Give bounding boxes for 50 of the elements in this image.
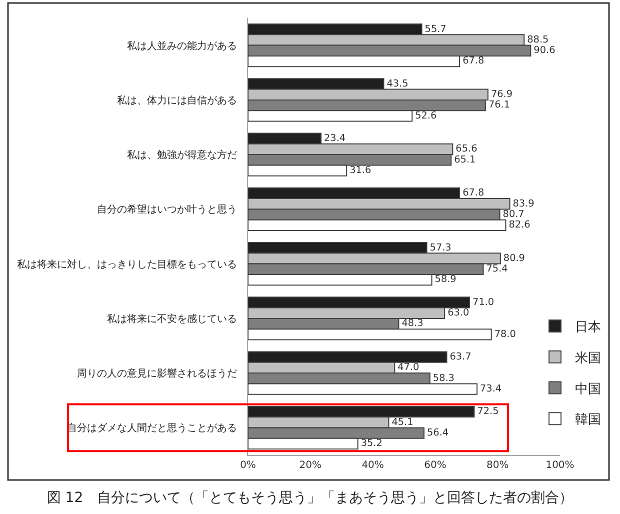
data-label: 83.9	[512, 198, 534, 210]
legend-label: 日本	[575, 320, 601, 336]
data-label: 72.5	[477, 406, 499, 418]
data-label: 75.4	[486, 264, 508, 275]
data-label: 63.7	[450, 352, 472, 363]
y-tick-label: 自分の希望はいつか叶うと思う	[97, 204, 237, 216]
data-label: 65.6	[456, 144, 478, 155]
y-tick-label: 私は将来に対し、はっきりした目標をもっている	[17, 258, 237, 270]
data-label: 71.0	[472, 296, 494, 308]
x-tick-label: 80%	[486, 460, 509, 471]
y-tick-label: 私は、勉強が得意な方だ	[127, 149, 237, 162]
text: 図 12 自分について（「とてもそう思う」「まあそう思う」と回答した者の割合）	[46, 490, 574, 506]
data-label: 78.0	[494, 328, 516, 340]
data-label: 47.0	[398, 362, 420, 374]
x-tick-label: 20%	[299, 460, 322, 471]
data-label: 31.6	[350, 164, 372, 176]
y-tick-label: 私は人並みの能力がある	[127, 40, 237, 52]
data-label: 45.1	[392, 416, 414, 428]
data-label: 80.9	[503, 252, 525, 264]
data-label: 80.7	[502, 208, 524, 220]
data-label: 56.4	[426, 427, 449, 438]
legend-label: 韓国	[575, 412, 601, 428]
data-label: 23.4	[324, 133, 346, 144]
x-tick-label: 40%	[362, 460, 384, 471]
data-label: 43.5	[386, 78, 408, 90]
data-label: 35.2	[360, 438, 382, 450]
x-tick-label: 0%	[240, 460, 256, 471]
y-tick-label: 私は、体力には自信がある	[117, 94, 237, 106]
data-label: 90.6	[534, 45, 556, 56]
data-label: 76.1	[488, 100, 510, 111]
data-label: 58.9	[434, 274, 456, 286]
y-tick-label: 私は将来に不安を感じている	[107, 312, 237, 325]
data-label: 63.0	[448, 308, 470, 319]
y-tick-label: 周りの人の意見に影響されるほうだ	[77, 368, 237, 380]
data-label: 57.3	[430, 242, 452, 254]
data-label: 76.9	[490, 89, 512, 100]
legend-label: 米国	[575, 350, 601, 366]
data-label: 88.5	[527, 34, 549, 46]
legend-label: 中国	[575, 382, 601, 397]
data-label: 58.3	[432, 372, 454, 384]
data-label: 67.8	[462, 56, 484, 67]
data-label: 52.6	[415, 110, 437, 122]
data-label: 73.4	[480, 383, 502, 394]
data-label: 55.7	[424, 24, 446, 35]
x-tick-label: 60%	[424, 460, 446, 471]
data-label: 65.1	[454, 154, 476, 166]
x-tick-label: 100%	[546, 460, 574, 471]
data-label: 82.6	[508, 220, 530, 231]
data-label: 67.8	[462, 188, 484, 199]
data-label: 48.3	[402, 318, 424, 330]
